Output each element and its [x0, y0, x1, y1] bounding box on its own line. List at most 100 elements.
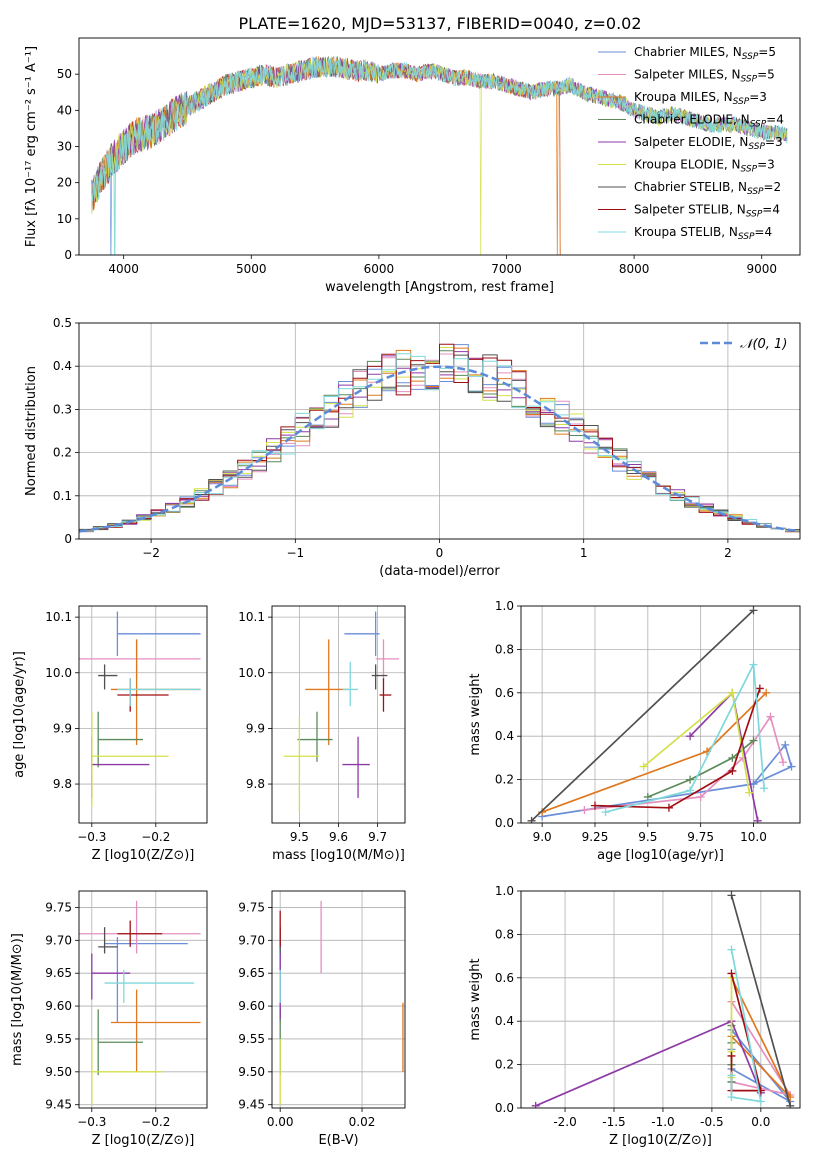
tick-label-y: 0.2	[495, 773, 514, 787]
weight-marker-7	[727, 1051, 736, 1060]
tick-label-y: 9.45	[238, 1098, 265, 1112]
weight-marker-7	[664, 803, 673, 812]
tick-label-y: 10.0	[45, 666, 72, 680]
weight-marker-5	[745, 788, 754, 797]
tick-label-x: −0.2	[141, 830, 170, 844]
legend: Chabrier MILES, NSSP=5 Salpeter MILES, NS…	[598, 45, 784, 242]
weight-marker-8	[686, 786, 695, 795]
errorbar-point-2	[111, 989, 201, 1072]
y-axis-label: mass weight	[468, 958, 483, 1040]
axes-frame	[78, 605, 208, 824]
tick-label-x: 9.5	[638, 830, 657, 844]
tick-label-x: 0.02	[349, 1115, 376, 1129]
tick-label-x: 9000	[746, 262, 777, 276]
tick-label-x: 2	[724, 546, 732, 560]
tick-label-x: -0.5	[700, 1115, 723, 1129]
errorbar-point-8	[342, 661, 359, 707]
weight-marker-3	[643, 792, 652, 801]
weight-marker-5	[728, 688, 737, 697]
axes-frame	[520, 890, 801, 1109]
plot-area	[79, 323, 800, 539]
legend-label: Chabrier ELODIE, NSSP=4	[634, 113, 784, 130]
tick-label-x: 1	[580, 546, 588, 560]
errorbar-point-2	[305, 639, 349, 746]
tick-label-x: 8000	[619, 262, 650, 276]
legend-label: Chabrier MILES, NSSP=5	[634, 45, 776, 62]
tick-label-y: 10	[57, 212, 72, 226]
errorbar-point-1	[79, 900, 201, 954]
weight-marker-5	[639, 762, 648, 771]
errorbar-point-1	[375, 639, 400, 682]
errorbar-point-5	[91, 1038, 163, 1105]
tick-label-y: 0	[64, 248, 72, 262]
tick-label-y: 0.4	[495, 1014, 514, 1028]
axes-age_vs_Z: −0.3 −0.2 9.8 9.9 10.0 10.1 Z [log10(Z/Z⊙)] age…	[12, 605, 208, 863]
histogram-series-8	[79, 353, 800, 532]
ticks: 4000 5000 6000 7000 8000 9000 0 10 20 30 40 50	[57, 67, 777, 276]
tick-label-y: 9.65	[45, 966, 72, 980]
weight-marker-8	[727, 1071, 736, 1080]
ticks: 0.00 0.02 9.45 9.50 9.55 9.60 9.65 9.70 9.75	[238, 900, 375, 1129]
plot-area	[272, 606, 405, 823]
tick-label-y: 10.0	[238, 666, 265, 680]
ticks: 9.0 9.25 9.5 9.75 10.0 0.0 0.2 0.4 0.6 0.8 1.0	[495, 599, 767, 844]
y-axis-label: age [log10(age/yr)]	[12, 651, 27, 778]
tick-label-x: 10.0	[740, 830, 767, 844]
tick-label-x: 9.75	[687, 830, 714, 844]
tick-label-y: 9.75	[238, 900, 265, 914]
tick-label-x: 0.0	[751, 1115, 770, 1129]
axes-frame	[271, 605, 406, 824]
x-axis-label: E(B-V)	[318, 1133, 358, 1148]
axes-frame	[78, 890, 208, 1109]
x-axis-label: Z [log10(Z/Z⊙)]	[92, 1133, 195, 1148]
axes-massweight_vs_age: 9.0 9.25 9.5 9.75 10.0 0.0 0.2 0.4 0.6 0.8 1.0 age …	[468, 599, 801, 863]
errorbar-point-8	[104, 969, 195, 1003]
legend-label: Salpeter MILES, NSSP=5	[634, 68, 775, 85]
weight-marker-7	[727, 969, 736, 978]
x-axis-label: Z [log10(Z/Z⊙)]	[609, 1133, 712, 1148]
tick-label-y: 0.5	[53, 316, 72, 330]
weight-marker-4	[531, 1101, 540, 1108]
legend-label: Kroupa MILES, NSSP=3	[634, 90, 767, 107]
plot-area	[79, 606, 207, 823]
weight-marker-1	[779, 758, 788, 767]
tick-label-y: 0.6	[495, 686, 514, 700]
axes-frame	[78, 37, 801, 256]
y-axis-label: Flux [fλ 10⁻¹⁷ erg cm⁻² s⁻¹ A⁻¹]	[24, 46, 39, 247]
tick-label-y: 0.2	[53, 446, 72, 460]
tick-label-y: 1.0	[495, 884, 514, 898]
weight-marker-2	[762, 688, 771, 697]
tick-label-y: 0.1	[53, 489, 72, 503]
legend-label: 𝒩(0, 1)	[740, 337, 787, 352]
weight-marker-4	[686, 732, 695, 741]
tick-label-y: 0.6	[495, 971, 514, 985]
errorbar-point-6	[371, 664, 388, 690]
axes-spectrum: 4000 5000 6000 7000 8000 9000 0 10 20 30 40 50 wavel…	[24, 37, 801, 295]
errorbar-point-7	[379, 678, 392, 712]
tick-label-x: −0.3	[77, 830, 106, 844]
tick-label-y: 0	[64, 532, 72, 546]
weight-marker-8	[760, 784, 769, 793]
weight-line-7	[594, 688, 761, 809]
tick-label-y: 9.70	[45, 933, 72, 947]
figure-title: PLATE=1620, MJD=53137, FIBERID=0040, z=0…	[238, 14, 641, 33]
plot-area	[272, 891, 405, 1108]
tick-label-y: 0.3	[53, 402, 72, 416]
weight-marker-6	[749, 606, 758, 615]
errorbar-point-6	[98, 927, 118, 954]
errorbar-point-8	[117, 678, 201, 707]
y-axis-label: mass [log10(M/M⊙)]	[10, 933, 25, 1066]
tick-label-x: −0.2	[141, 1115, 170, 1129]
weight-marker-6	[727, 891, 736, 900]
tick-label-y: 9.55	[45, 1032, 72, 1046]
normal-curve	[79, 365, 800, 533]
tick-label-y: 9.75	[45, 900, 72, 914]
axes-frame	[78, 322, 801, 540]
spectrum-line-5	[91, 56, 788, 255]
tick-label-x: 9.0	[533, 830, 552, 844]
errorbar-point-3	[97, 1009, 143, 1076]
weight-marker-0	[787, 762, 796, 771]
tick-label-y: 9.9	[246, 721, 265, 735]
tick-label-x: 5000	[236, 262, 267, 276]
